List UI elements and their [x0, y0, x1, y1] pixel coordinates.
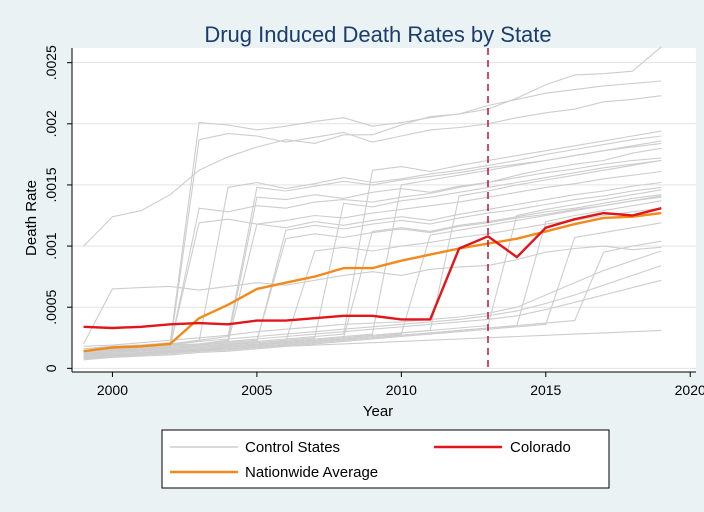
control-state-line-1 [83, 46, 662, 247]
highlight-lines [83, 207, 662, 353]
y-tick-label-1: .0005 [43, 289, 59, 324]
control-state-line-5 [83, 147, 662, 355]
control-state-line-6 [83, 170, 662, 356]
x-tick-label-2000: 2000 [97, 382, 128, 398]
y-tick-label-2: .001 [43, 232, 59, 259]
legend-box [161, 429, 610, 489]
x-tick-label-2015: 2015 [530, 382, 561, 398]
y-axis-label: Death Rate [23, 180, 40, 256]
plot-area [72, 48, 696, 372]
control-state-line-25 [83, 250, 662, 347]
y-tick-label-3: .0015 [43, 167, 59, 202]
control-state-line-7 [83, 135, 662, 353]
control-state-line-27 [83, 279, 662, 352]
control-state-line-2 [83, 245, 662, 345]
x-ticks: 2000 2005 2010 2015 2020 [97, 372, 704, 398]
legend-label-colorado: Colorado [510, 439, 571, 456]
legend-label-nationwide-average: Nationwide Average [245, 464, 378, 481]
y-tick-label-5: .0025 [43, 45, 59, 80]
control-state-line-9 [83, 157, 662, 355]
x-axis-label: Year [363, 403, 393, 420]
control-state-line-14 [83, 159, 662, 357]
nationwide-average-line [83, 211, 662, 353]
control-state-line-23 [83, 240, 662, 358]
y-tick-label-0: 0 [43, 364, 59, 372]
y-tick-label-4: .002 [43, 110, 59, 137]
control-state-line-24 [83, 329, 662, 356]
legend-label-control-states: Control States [245, 439, 340, 456]
control-state-line-15 [83, 130, 662, 356]
control-state-lines [83, 46, 662, 361]
x-tick-label-2020: 2020 [675, 382, 704, 398]
control-state-line-26 [83, 265, 662, 350]
x-tick-label-2005: 2005 [241, 382, 272, 398]
axes [71, 48, 696, 373]
y-ticks: 0 .0005 .001 .0015 .002 .0025 [43, 45, 72, 372]
chart-title: Drug Induced Death Rates by State [204, 22, 551, 47]
control-state-line-22 [83, 222, 662, 361]
control-state-line-4 [83, 95, 662, 353]
control-state-line-3 [83, 80, 662, 350]
colorado-line [83, 207, 662, 330]
legend: Control States Colorado Nationwide Avera… [161, 429, 610, 489]
x-tick-label-2010: 2010 [386, 382, 417, 398]
